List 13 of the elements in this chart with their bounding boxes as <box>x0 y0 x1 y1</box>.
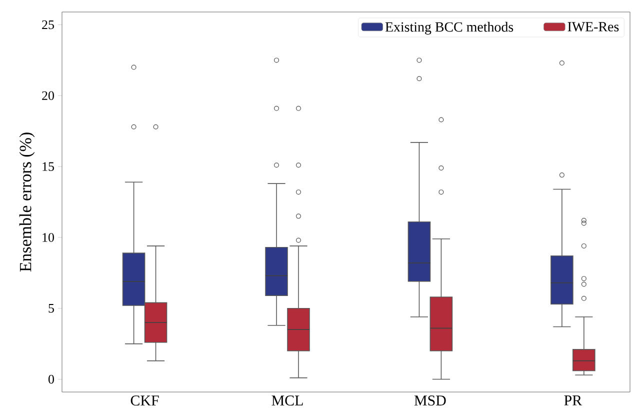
y-tick-label: 20 <box>42 91 54 100</box>
y-tick-label: 0 <box>48 374 54 384</box>
y-tick-label: 15 <box>42 162 54 171</box>
legend-label: Existing BCC methods <box>385 22 514 35</box>
x-tick-label: MCL <box>272 396 303 406</box>
y-tick-label: 5 <box>48 304 54 313</box>
y-tick-label: 10 <box>42 233 54 242</box>
x-tick-label: CKF <box>130 396 159 406</box>
x-tick-label: MSD <box>414 396 446 406</box>
y-tick-label: 25 <box>42 20 54 30</box>
legend-label: IWE-Res <box>568 22 619 32</box>
x-tick-label: PR <box>564 396 582 406</box>
y-axis-title: Ensemble errors (%) <box>19 132 35 272</box>
